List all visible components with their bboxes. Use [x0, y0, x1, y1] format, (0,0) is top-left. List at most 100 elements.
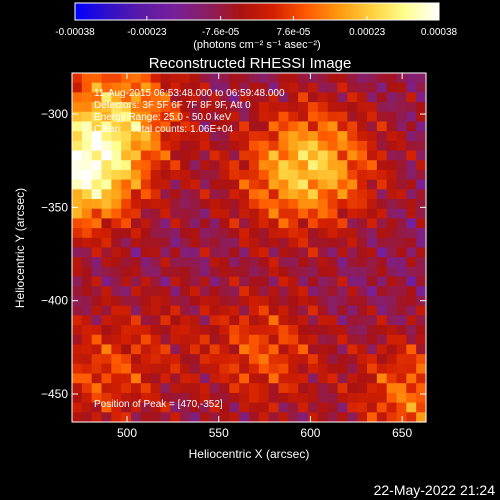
heatmap-cell — [258, 169, 270, 181]
heatmap-cell — [229, 247, 240, 258]
heatmap-cell — [150, 257, 162, 268]
heatmap-cell — [239, 150, 250, 161]
heatmap-cell — [219, 257, 230, 268]
heatmap-cell — [386, 325, 398, 336]
heatmap-cell — [249, 392, 260, 404]
heatmap-cell — [386, 237, 398, 249]
heatmap-cell — [150, 373, 162, 384]
heatmap-cell — [258, 237, 270, 249]
heatmap-cell — [199, 295, 211, 307]
heatmap-cell — [140, 315, 152, 326]
heatmap-cell — [160, 334, 171, 346]
heatmap-cell — [229, 325, 240, 336]
heatmap-cell — [327, 189, 339, 200]
heatmap-cell — [170, 179, 181, 190]
heatmap-cell — [268, 295, 280, 307]
heatmap-cell — [91, 111, 103, 123]
heatmap-cell — [416, 305, 427, 316]
timestamp: 22-May-2022 21:24 — [374, 482, 496, 498]
heatmap-cell — [337, 150, 348, 161]
heatmap-cell — [219, 412, 230, 423]
x-tick-label: 650 — [392, 426, 412, 440]
heatmap-cell — [258, 208, 270, 220]
heatmap-cell — [298, 121, 309, 132]
heatmap-cell — [140, 237, 152, 249]
heatmap-cell — [298, 131, 309, 142]
heatmap-cell — [81, 373, 93, 384]
heatmap-cell — [111, 412, 122, 423]
heatmap-cell — [386, 73, 398, 84]
heatmap-cell — [160, 131, 171, 142]
heatmap-cell — [337, 140, 348, 152]
heatmap-cell — [317, 305, 329, 316]
heatmap-cell — [131, 189, 142, 200]
heatmap-cell — [180, 373, 191, 384]
heatmap-cell — [111, 121, 122, 132]
heatmap-cell — [327, 354, 339, 365]
colorbar-tick-label: -0.00038 — [55, 27, 95, 38]
heatmap-cell — [180, 305, 191, 316]
heatmap-cell — [249, 412, 260, 423]
colorbar-tick-label: -0.00023 — [127, 27, 167, 38]
heatmap-cell — [131, 325, 142, 336]
heatmap-cell — [416, 373, 427, 384]
heatmap-cell — [396, 315, 407, 326]
heatmap-cell — [121, 121, 132, 132]
heatmap-cell — [308, 189, 319, 200]
heatmap-cell — [278, 92, 289, 103]
heatmap-cell — [239, 160, 250, 171]
heatmap-cell — [140, 257, 152, 268]
heatmap-cell — [170, 383, 181, 394]
heatmap-cell — [327, 237, 339, 249]
heatmap-cell — [357, 73, 368, 84]
heatmap-cell — [249, 305, 260, 316]
heatmap-cell — [199, 305, 211, 316]
heatmap-cell — [317, 334, 329, 346]
heatmap-cell — [317, 247, 329, 258]
heatmap-cell — [337, 121, 348, 132]
heatmap-cell — [386, 257, 398, 268]
heatmap-cell — [199, 131, 211, 142]
heatmap-cell — [199, 169, 211, 181]
heatmap-cell — [288, 199, 299, 210]
heatmap-cell — [140, 208, 152, 220]
heatmap-cell — [209, 402, 221, 413]
heatmap-cell — [376, 228, 388, 239]
heatmap-cell — [121, 208, 132, 220]
heatmap-cell — [170, 169, 181, 181]
heatmap-cell — [357, 344, 368, 355]
heatmap-cell — [81, 257, 93, 268]
heatmap-cell — [357, 199, 368, 210]
heatmap-cell — [376, 237, 388, 249]
heatmap-cell — [367, 169, 378, 181]
heatmap-cell — [249, 121, 260, 132]
heatmap-cell — [229, 295, 240, 307]
heatmap-cell — [180, 363, 191, 375]
heatmap-cell — [199, 266, 211, 278]
heatmap-cell — [396, 354, 407, 365]
heatmap-cell — [140, 189, 152, 200]
heatmap-cell — [131, 266, 142, 278]
heatmap-cell — [258, 257, 270, 268]
heatmap-cell — [229, 189, 240, 200]
heatmap-cell — [131, 402, 142, 413]
heatmap-cell — [219, 189, 230, 200]
heatmap-cell — [229, 102, 240, 113]
heatmap-cell — [131, 412, 142, 423]
heatmap-cell — [347, 131, 358, 142]
heatmap-cell — [376, 131, 388, 142]
heatmap-cell — [111, 237, 122, 249]
heatmap-cell — [288, 237, 299, 249]
heatmap-cell — [140, 111, 152, 123]
heatmap-cell — [308, 305, 319, 316]
heatmap-cell — [72, 73, 83, 84]
heatmap-cell — [258, 199, 270, 210]
heatmap-cell — [209, 354, 221, 365]
heatmap-cell — [219, 392, 230, 404]
heatmap-cell — [190, 257, 201, 268]
heatmap-cell — [278, 140, 289, 152]
heatmap-cell — [180, 228, 191, 239]
heatmap-cell — [101, 111, 112, 123]
heatmap-cell — [406, 73, 417, 84]
heatmap-cell — [121, 315, 132, 326]
